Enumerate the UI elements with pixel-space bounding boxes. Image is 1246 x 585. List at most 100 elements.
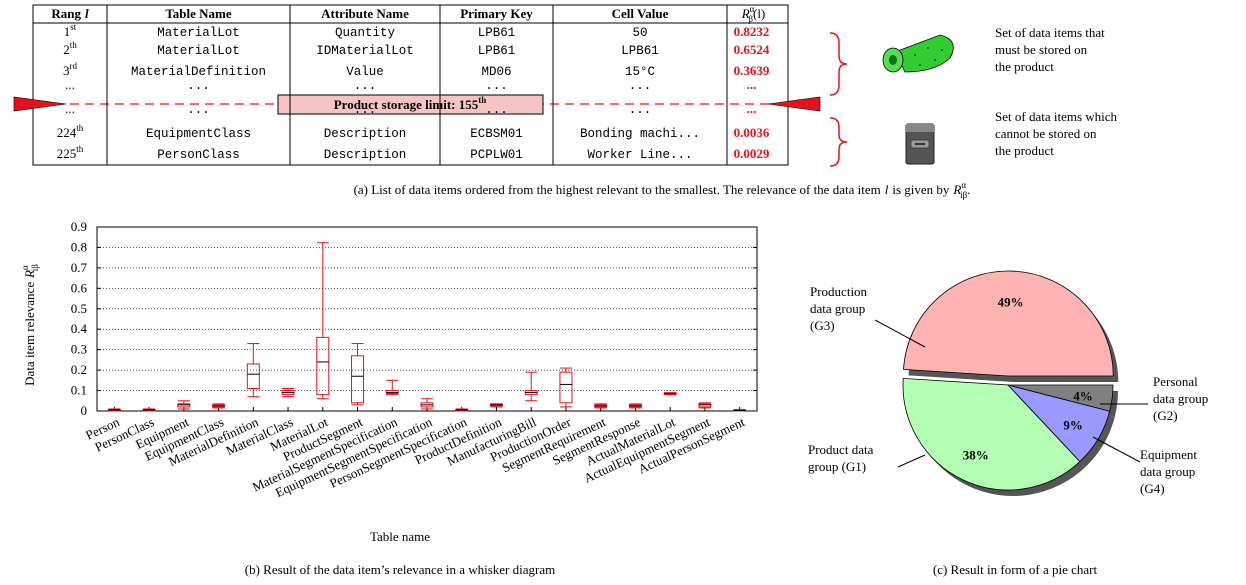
table-header: Attribute Name: [321, 6, 409, 21]
caption: (a) List of data items ordered from the …: [354, 180, 971, 200]
table-cell: Quantity: [335, 26, 396, 40]
right-pointer: [768, 97, 820, 111]
storage-limit-part: th: [478, 95, 486, 105]
table-cell: Description: [324, 127, 407, 141]
caption-part: α: [961, 180, 966, 190]
rank-cell-part: rd: [70, 61, 78, 71]
table-cell: ...: [629, 103, 652, 117]
table-cell: PersonClass: [157, 148, 240, 162]
rank-cell: 224th: [57, 123, 84, 140]
table-frame: [33, 5, 788, 165]
table-header: Cell Value: [612, 6, 669, 21]
slice-name: Personal: [1153, 374, 1198, 389]
table-cell: ...: [485, 79, 508, 93]
annotation: Set of data items that: [995, 25, 1105, 40]
slice-name: data group: [1140, 464, 1195, 479]
table-cell: ...: [629, 79, 652, 93]
brace: [830, 118, 847, 166]
storage-limit: Product storage limit: 155th: [334, 95, 487, 112]
annotation: the product: [995, 59, 1054, 74]
y-tick-label: 0: [81, 403, 88, 418]
table-cell: IDMaterialLot: [316, 44, 414, 58]
x-axis-label: Table name: [370, 529, 430, 544]
y-axis-label: Data item relevanceRαiβ: [20, 264, 40, 386]
table-cell: MaterialLot: [157, 44, 240, 58]
caption-part: (a) List of data items ordered from the …: [354, 182, 881, 197]
caption-part: .: [967, 182, 970, 197]
plot-frame: [97, 227, 757, 411]
table-cell: Description: [324, 148, 407, 162]
annotation: cannot be stored on: [995, 126, 1097, 141]
rank-cell: 225th: [57, 144, 84, 161]
slice-name: (G3): [810, 318, 835, 333]
table-cell: 50: [632, 26, 647, 40]
slice: [903, 271, 1113, 376]
table-cell: EquipmentClass: [146, 127, 251, 141]
slice-name: (G4): [1140, 481, 1165, 496]
relevance-cell: 0.0029: [734, 146, 770, 161]
figure: RanglTable NameAttribute NamePrimary Key…: [0, 0, 1246, 585]
table-cell: Bonding machi...: [580, 127, 700, 141]
table-header: Primary Key: [460, 6, 533, 21]
box: [386, 391, 398, 394]
table-cell: MaterialLot: [157, 26, 240, 40]
table-cell: ...: [187, 79, 210, 93]
leader-line: [898, 455, 925, 467]
table-cell: ...: [485, 103, 508, 117]
caption-part: l: [885, 182, 889, 197]
rank-cell: 1st: [64, 22, 77, 39]
brace: [830, 33, 847, 95]
storage-limit-part: Product storage limit: 155: [334, 97, 479, 112]
storage-icon: [906, 124, 934, 164]
y-axis-label-part: α: [20, 265, 30, 270]
table-cell: Value: [346, 65, 384, 79]
rank-cell: ...: [65, 77, 75, 92]
y-tick-label: 0.3: [71, 342, 87, 357]
y-tick-label: 0.8: [71, 239, 87, 254]
y-tick-label: 0.9: [71, 219, 87, 234]
material-icon: [883, 35, 953, 72]
table-cell: MD06: [481, 65, 511, 79]
y-tick-label: 0.2: [71, 362, 87, 377]
rank-cell-part: th: [70, 40, 78, 50]
table-cell: ...: [187, 103, 210, 117]
annotation: Set of data items which: [995, 109, 1118, 124]
table-header-part: Rang: [51, 6, 81, 21]
relevance-cell: ...: [747, 77, 757, 92]
slice-name: Production: [810, 284, 868, 299]
relevance-cell: 0.8232: [734, 24, 770, 39]
relevance-cell: ...: [747, 101, 757, 116]
table-cell: MaterialDefinition: [131, 65, 266, 79]
table-cell: PCPLW01: [470, 148, 523, 162]
table-cell: 15°C: [625, 65, 655, 79]
table-header-part: l: [85, 6, 89, 21]
table-cell: ECBSM01: [470, 127, 523, 141]
slice-name: data group: [1153, 391, 1208, 406]
page: { "table": { "header": { "rank": {"text"…: [0, 0, 1246, 585]
slice-name: data group: [810, 301, 865, 316]
slice-label: 49%: [998, 294, 1024, 309]
rank-cell: 3rd: [63, 61, 77, 78]
relevance-cell: 0.3639: [734, 63, 770, 78]
y-tick-label: 0.1: [71, 383, 87, 398]
annotation: the product: [995, 143, 1054, 158]
slice-name: Equipment: [1140, 447, 1197, 462]
caption-part: is given by: [892, 182, 950, 197]
rank-cell-part: 224: [57, 125, 77, 140]
box: [247, 364, 259, 389]
table-cell: LPB61: [478, 26, 516, 40]
box: [699, 404, 711, 407]
box: [560, 372, 572, 403]
table-cell: LPB61: [621, 44, 659, 58]
rank-cell-part: th: [76, 123, 84, 133]
box: [178, 404, 190, 407]
rank-cell-part: th: [76, 144, 84, 154]
box: [352, 356, 364, 403]
table-cell: Worker Line...: [587, 148, 692, 162]
slice-label: 9%: [1063, 417, 1083, 432]
slice-name: (G2): [1153, 408, 1178, 423]
rank-cell: ...: [65, 101, 75, 116]
slice-label: 4%: [1073, 388, 1093, 403]
